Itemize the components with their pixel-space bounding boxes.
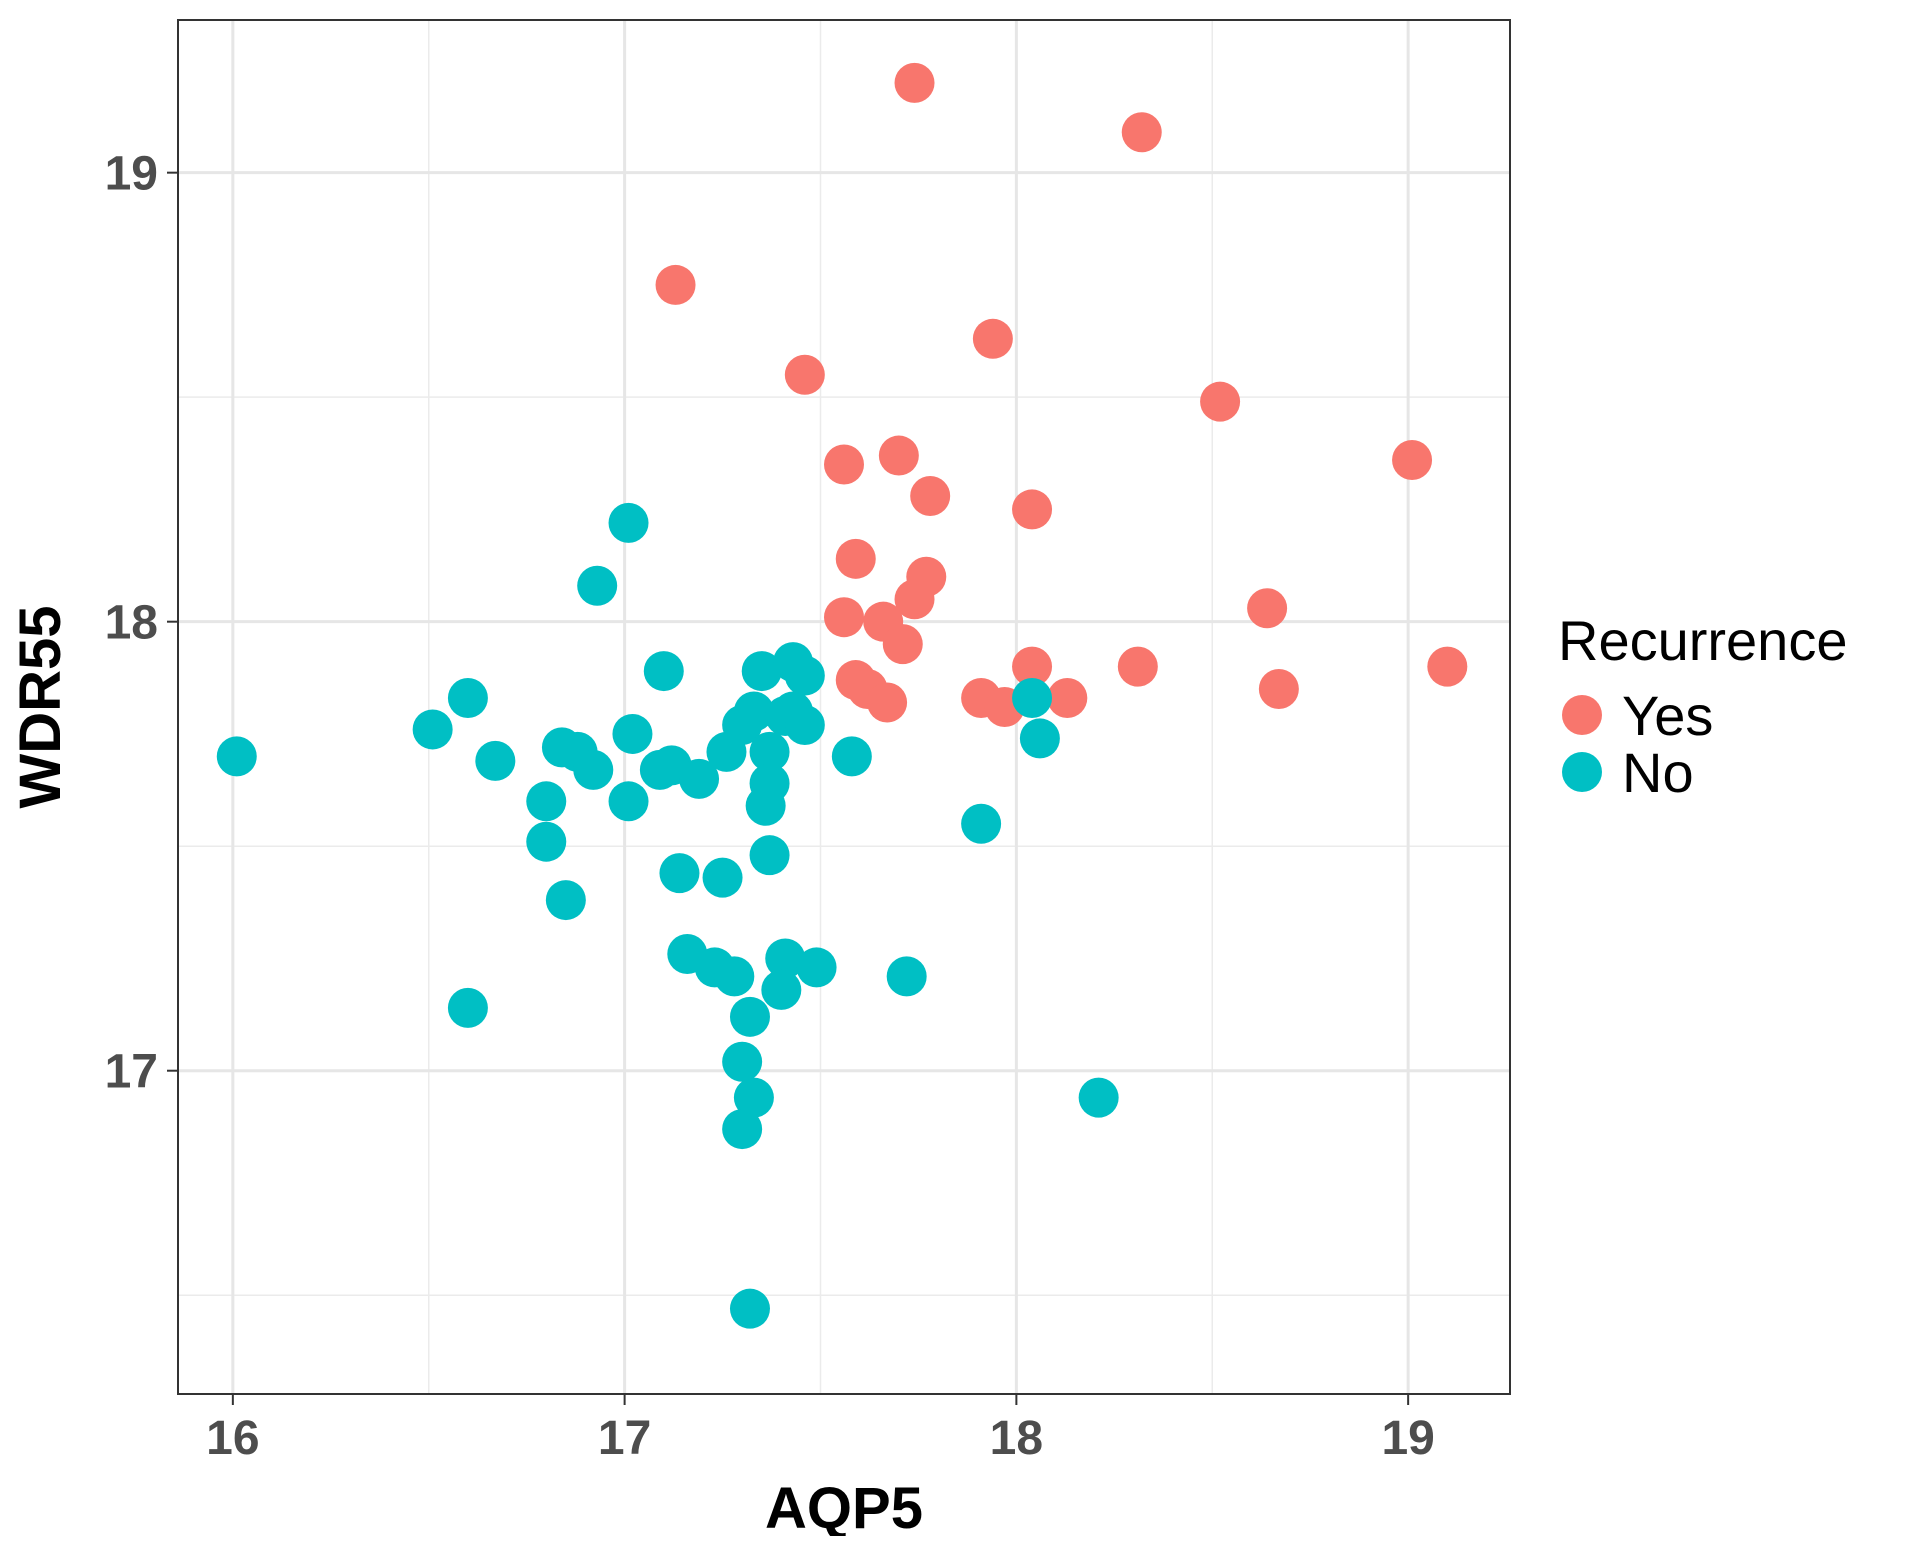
data-point-no (659, 853, 700, 894)
grid-layer (178, 20, 1510, 1394)
data-point-yes (1117, 646, 1158, 687)
data-point-no (412, 709, 453, 750)
data-point-no (1078, 1077, 1119, 1118)
legend-title: Recurrence (1558, 609, 1847, 672)
data-point-yes (894, 579, 935, 620)
data-point-no (729, 1288, 770, 1329)
data-point-yes (655, 264, 696, 305)
data-point-yes (1258, 669, 1299, 710)
data-point-no (447, 987, 488, 1028)
data-point-no (1019, 718, 1060, 759)
data-point-yes (784, 354, 825, 395)
data-point-yes (1012, 489, 1053, 530)
y-tick-label: 18 (105, 597, 158, 650)
data-point-no (1012, 678, 1053, 719)
y-tick-label: 19 (105, 148, 158, 201)
data-point-no (761, 969, 802, 1010)
data-point-no (447, 678, 488, 719)
data-point-no (573, 749, 614, 790)
data-point-yes (972, 318, 1013, 359)
data-point-no (886, 956, 927, 997)
data-point-no (796, 947, 837, 988)
data-point-no (608, 502, 649, 543)
x-tick-label: 17 (598, 1412, 651, 1465)
data-point-no (643, 651, 684, 692)
data-point-no (612, 713, 653, 754)
data-point-yes (824, 597, 864, 638)
data-point-yes (824, 444, 864, 485)
data-point-no (784, 704, 825, 745)
data-point-no (733, 1077, 774, 1118)
data-point-yes (1247, 588, 1288, 629)
x-tick-label: 19 (1381, 1412, 1434, 1465)
data-point-no (216, 736, 257, 777)
data-point-no (831, 736, 872, 777)
data-point-no (679, 758, 720, 799)
data-point-yes (894, 62, 935, 103)
data-point-yes (1012, 646, 1053, 687)
data-point-no (545, 880, 586, 921)
data-point-yes (1200, 381, 1241, 422)
data-point-no (722, 1041, 763, 1082)
data-point-no (784, 655, 825, 696)
axes-layer: 16 17 18 19 17 18 19 (105, 148, 1435, 1465)
data-point-yes (910, 475, 951, 516)
data-point-no (733, 691, 774, 732)
data-point-no (714, 956, 755, 997)
plot-panel-border (177, 19, 1511, 1395)
data-point-yes (1047, 678, 1088, 719)
data-point-no (608, 781, 649, 822)
data-point-no (526, 821, 567, 862)
legend-key-yes (1562, 695, 1602, 735)
x-tick-label: 18 (990, 1412, 1043, 1465)
y-tick-label: 17 (105, 1046, 158, 1099)
data-point-yes (1392, 440, 1433, 481)
data-point-yes (1427, 646, 1468, 687)
y-axis-title: WDR55 (8, 605, 73, 808)
data-point-no (577, 565, 618, 606)
data-point-no (749, 731, 790, 772)
x-axis-title: AQP5 (765, 1476, 923, 1536)
data-point-no (765, 938, 806, 979)
data-point-no (475, 740, 516, 781)
data-point-yes (835, 538, 876, 579)
data-point-yes (882, 624, 923, 665)
data-point-yes (867, 682, 908, 723)
data-point-no (722, 1109, 763, 1150)
legend-key-no (1562, 752, 1602, 792)
legend-label-no: No (1622, 741, 1694, 804)
data-point-no (745, 785, 786, 826)
plot-panel-background (178, 20, 1510, 1394)
points-layer (216, 62, 1468, 1329)
data-point-no (961, 803, 1002, 844)
x-tick-label: 16 (206, 1412, 259, 1465)
data-point-no (702, 857, 743, 898)
legend-label-yes: Yes (1622, 684, 1713, 747)
data-point-no (729, 996, 770, 1037)
data-point-no (526, 781, 567, 822)
data-point-yes (878, 435, 919, 476)
data-point-yes (1121, 112, 1162, 153)
data-point-no (741, 651, 782, 692)
data-point-no (749, 835, 790, 876)
